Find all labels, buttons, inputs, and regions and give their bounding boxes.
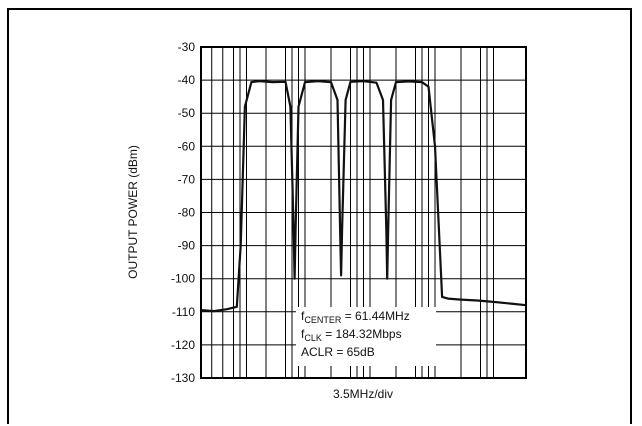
y-tick-labels: -30 -40 -50 -60 -70 -80 -90 -100 -110 -120 -130 <box>171 40 195 385</box>
annotation-line: fCENTER = 61.44MHz <box>301 309 410 325</box>
annotation-box <box>296 307 436 366</box>
y-tick-label: -80 <box>178 206 196 220</box>
annotation-line: fCLK = 184.32Mbps <box>301 327 402 343</box>
y-tick-label: -120 <box>171 338 195 352</box>
annotation-block: fCENTER = 61.44MHz fCLK = 184.32Mbps ACLR … <box>301 309 410 359</box>
y-tick-label: -90 <box>178 239 196 253</box>
annotation-line: ACLR = 65dB <box>301 345 375 359</box>
y-tick-label: -130 <box>171 371 195 385</box>
y-tick-label: -60 <box>178 139 196 153</box>
y-tick-label: -30 <box>178 40 196 54</box>
y-axis-label: OUTPUT POWER (dBm) <box>126 145 140 279</box>
plot-border <box>200 46 527 379</box>
y-tick-label: -110 <box>172 305 195 319</box>
y-tick-label: -70 <box>178 172 196 186</box>
y-tick-label: -100 <box>171 272 195 286</box>
y-tick-label: -50 <box>178 106 196 120</box>
x-axis-label: 3.5MHz/div <box>333 387 393 401</box>
figure-frame <box>7 8 632 424</box>
y-tick-label: -40 <box>178 73 196 87</box>
spectrum-trace <box>200 79 527 313</box>
